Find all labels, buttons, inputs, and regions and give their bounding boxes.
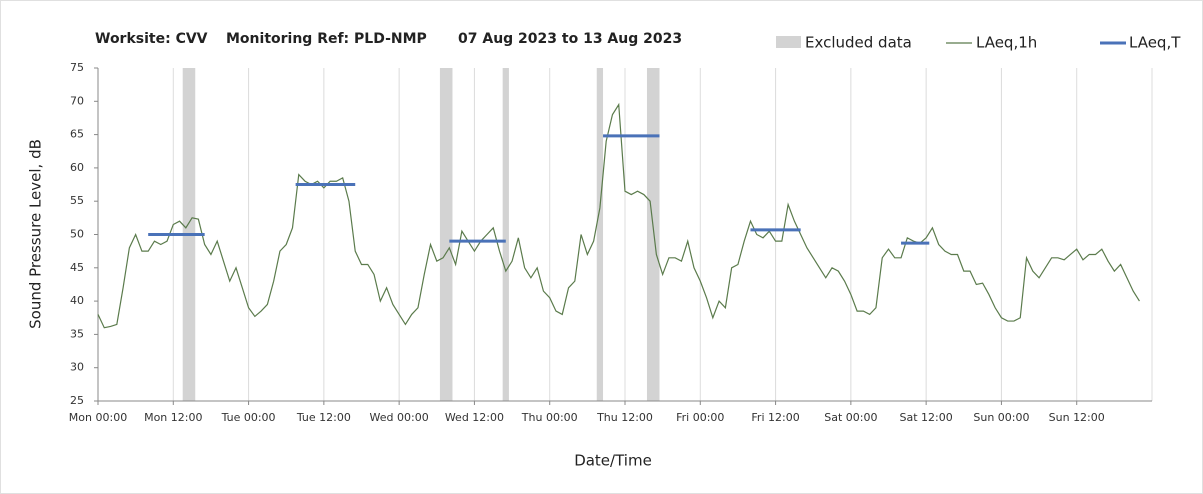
excluded-band — [502, 68, 509, 401]
x-tick-label: Thu 00:00 — [521, 411, 578, 424]
excluded-band — [646, 68, 660, 401]
legend-label: LAeq,T — [1129, 34, 1181, 52]
y-tick-label: 50 — [70, 228, 84, 241]
x-tick-label: Thu 12:00 — [596, 411, 653, 424]
x-tick-label: Sun 12:00 — [1049, 411, 1105, 424]
legend-label: LAeq,1h — [976, 34, 1037, 52]
x-tick-label: Mon 12:00 — [144, 411, 202, 424]
x-axis-label: Date/Time — [574, 452, 652, 470]
legend-label: Excluded data — [805, 34, 912, 52]
y-tick-label: 55 — [70, 194, 84, 207]
y-tick-label: 40 — [70, 294, 84, 307]
title-site: Worksite: CVV — [95, 31, 208, 47]
x-tick-label: Wed 00:00 — [370, 411, 429, 424]
legend-swatch — [776, 36, 801, 48]
x-tick-label: Sun 00:00 — [973, 411, 1029, 424]
y-tick-label: 75 — [70, 61, 84, 74]
x-tick-label: Tue 12:00 — [296, 411, 351, 424]
title-ref: Monitoring Ref: PLD-NMP — [226, 31, 427, 47]
title-dates: 07 Aug 2023 to 13 Aug 2023 — [458, 31, 682, 47]
y-axis-label: Sound Pressure Level, dB — [27, 139, 45, 329]
excluded-band — [596, 68, 604, 401]
y-tick-label: 70 — [70, 94, 84, 107]
y-tick-label: 60 — [70, 161, 84, 174]
y-tick-label: 45 — [70, 261, 84, 274]
x-tick-label: Tue 00:00 — [221, 411, 276, 424]
x-tick-label: Sat 00:00 — [824, 411, 877, 424]
y-tick-label: 65 — [70, 128, 84, 141]
x-tick-label: Fri 00:00 — [676, 411, 724, 424]
x-tick-label: Wed 12:00 — [445, 411, 504, 424]
y-tick-label: 25 — [70, 394, 84, 407]
data-line — [97, 102, 1140, 329]
x-tick-label: Mon 00:00 — [69, 411, 127, 424]
x-tick-label: Fri 12:00 — [751, 411, 799, 424]
y-tick-label: 30 — [70, 361, 84, 374]
x-tick-label: Sat 12:00 — [900, 411, 953, 424]
y-tick-label: 35 — [70, 327, 84, 340]
excluded-band — [439, 68, 453, 401]
